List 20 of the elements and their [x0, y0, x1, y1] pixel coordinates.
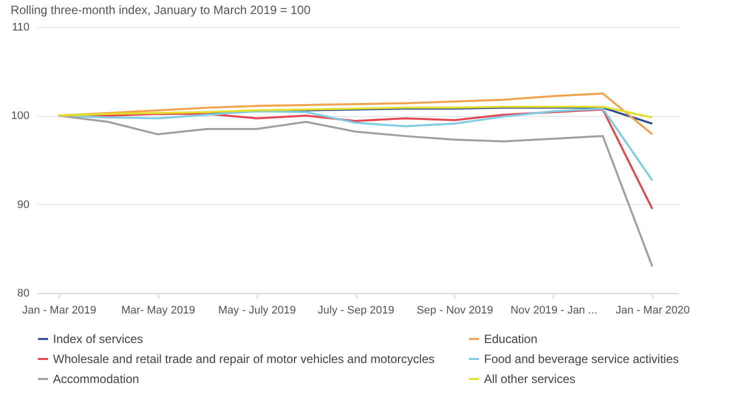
legend-label: All other services: [484, 372, 576, 386]
x-tick-label: Mar- May 2019: [121, 304, 196, 316]
x-tick-label: Nov 2019 - Jan ...: [510, 304, 598, 316]
legend-label: Food and beverage service activities: [484, 352, 679, 366]
x-tick-label: Sep - Nov 2019: [416, 304, 494, 316]
y-tick-label: 110: [12, 22, 30, 34]
line-series: [58, 106, 654, 118]
line-series: [58, 114, 654, 268]
x-tick-label: May - July 2019: [218, 304, 296, 316]
legend-label: Index of services: [53, 332, 144, 346]
legend-label: Accommodation: [53, 372, 140, 386]
x-tick-label: Jan - Mar 2019: [22, 304, 96, 316]
x-tick-label: Jan - Mar 2020: [616, 304, 690, 316]
y-tick-label: 90: [17, 198, 30, 211]
y-axis-title: Rolling three-month index, January to March 2019 = 100: [10, 3, 311, 17]
legend-label: Education: [484, 332, 538, 346]
legend-label: Wholesale and retail trade and repair of motor vehicles and motorcycles: [53, 352, 435, 366]
y-tick-label: 80: [17, 288, 30, 300]
x-tick-label: July - Sep 2019: [318, 304, 394, 316]
y-tick-label: 100: [11, 110, 30, 122]
